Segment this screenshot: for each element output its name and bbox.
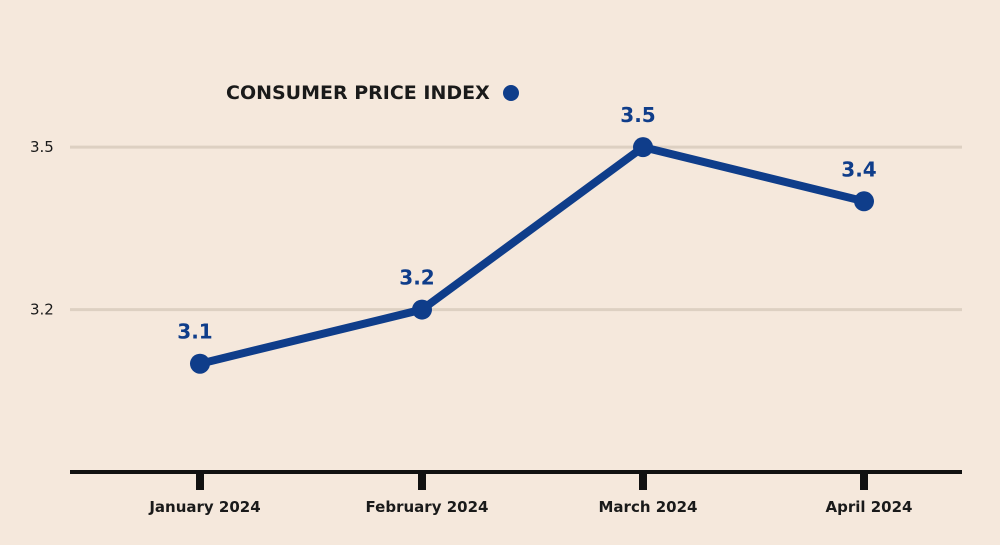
data-label: 3.5 [620,103,655,127]
y-tick-label-3.2: 3.2 [30,301,54,319]
x-tick-label: January 2024 [148,498,260,516]
grid-lines [70,145,962,312]
data-point [190,353,210,374]
data-point [854,191,874,212]
x-tick-label: February 2024 [366,498,489,516]
data-point [633,137,653,158]
series-cpi: 3.1 3.2 3.5 3.4 [177,103,877,374]
y-tick-label-3.5: 3.5 [30,138,54,156]
y-axis-tick-labels: 3.2 3.5 [30,138,54,318]
data-label: 3.2 [399,266,434,290]
legend-marker [503,85,519,101]
data-point [412,299,432,320]
series-line [196,143,868,368]
x-tick-mark [196,472,204,490]
x-tick-label: March 2024 [599,498,698,516]
x-tick-mark [639,472,647,490]
x-tick-label: April 2024 [826,498,913,516]
legend: CONSUMER PRICE INDEX [226,82,519,104]
x-tick-mark [860,472,868,490]
x-axis-ticks: January 2024 February 2024 March 2024 April… [148,472,913,516]
legend-label: CONSUMER PRICE INDEX [226,82,490,104]
data-label: 3.4 [841,157,876,181]
x-tick-mark [418,472,426,490]
data-label: 3.1 [177,320,212,344]
